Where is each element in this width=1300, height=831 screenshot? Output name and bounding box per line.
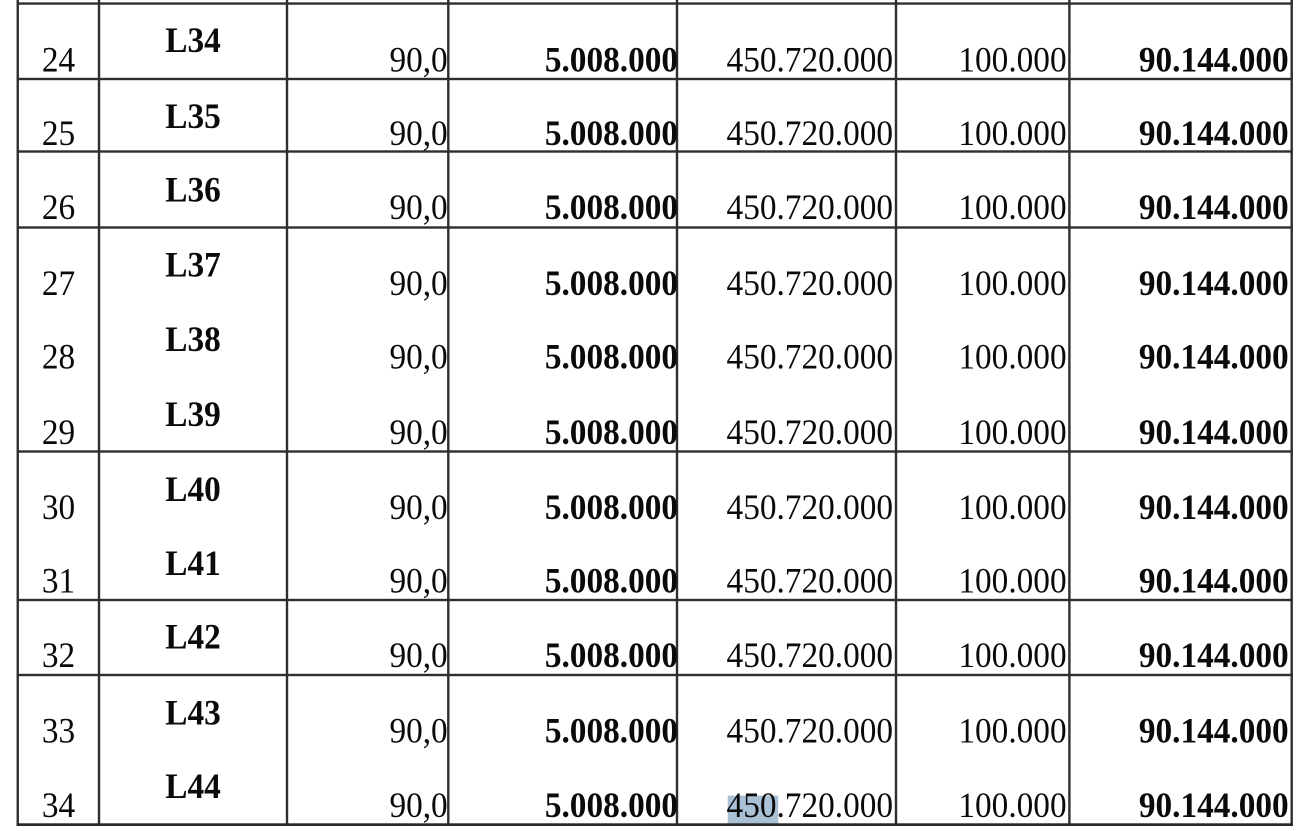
- svg-text:33: 33: [42, 711, 75, 750]
- svg-text:90.144.000: 90.144.000: [1139, 413, 1289, 452]
- svg-text:90,0: 90,0: [389, 188, 447, 227]
- svg-text:90.144.000: 90.144.000: [1139, 488, 1289, 527]
- svg-text:100.000: 100.000: [958, 188, 1066, 227]
- svg-text:5.008.000: 5.008.000: [545, 636, 678, 675]
- svg-text:90.144.000: 90.144.000: [1139, 188, 1289, 227]
- svg-text:32: 32: [42, 636, 75, 675]
- svg-text:90,0: 90,0: [389, 488, 447, 527]
- svg-text:90.144.000: 90.144.000: [1139, 40, 1289, 79]
- svg-text:5.008.000: 5.008.000: [545, 40, 678, 79]
- svg-text:L42: L42: [165, 617, 221, 656]
- svg-text:100.000: 100.000: [958, 711, 1066, 750]
- svg-text:26: 26: [42, 188, 75, 227]
- svg-text:24: 24: [42, 40, 75, 79]
- svg-text:90,0: 90,0: [389, 413, 447, 452]
- svg-text:100.000: 100.000: [958, 114, 1066, 153]
- svg-text:L38: L38: [165, 320, 221, 359]
- svg-text:450.720.000: 450.720.000: [727, 786, 893, 825]
- svg-text:5.008.000: 5.008.000: [545, 786, 678, 825]
- svg-text:34: 34: [42, 786, 75, 825]
- svg-text:90.144.000: 90.144.000: [1139, 114, 1289, 153]
- svg-text:100.000: 100.000: [958, 264, 1066, 303]
- svg-text:450.720.000: 450.720.000: [727, 413, 893, 452]
- svg-text:100.000: 100.000: [958, 337, 1066, 376]
- svg-text:450.720.000: 450.720.000: [727, 114, 893, 153]
- svg-text:L43: L43: [165, 693, 221, 732]
- svg-text:L35: L35: [165, 97, 221, 136]
- svg-text:27: 27: [42, 264, 75, 303]
- svg-text:450.720.000: 450.720.000: [727, 636, 893, 675]
- svg-text:90,0: 90,0: [389, 561, 447, 600]
- svg-text:90,0: 90,0: [389, 114, 447, 153]
- svg-text:L34: L34: [165, 21, 221, 60]
- svg-text:450.720.000: 450.720.000: [727, 561, 893, 600]
- svg-text:5.008.000: 5.008.000: [545, 413, 678, 452]
- svg-text:90.144.000: 90.144.000: [1139, 711, 1289, 750]
- svg-text:100.000: 100.000: [958, 561, 1066, 600]
- svg-text:450.720.000: 450.720.000: [727, 711, 893, 750]
- svg-text:450.720.000: 450.720.000: [727, 40, 893, 79]
- svg-text:5.008.000: 5.008.000: [545, 561, 678, 600]
- svg-text:90,0: 90,0: [389, 786, 447, 825]
- svg-text:100.000: 100.000: [958, 786, 1066, 825]
- svg-text:90,0: 90,0: [389, 264, 447, 303]
- svg-text:29: 29: [42, 413, 75, 452]
- svg-text:100.000: 100.000: [958, 488, 1066, 527]
- svg-text:5.008.000: 5.008.000: [545, 337, 678, 376]
- svg-text:90.144.000: 90.144.000: [1139, 786, 1289, 825]
- svg-text:L41: L41: [165, 544, 221, 583]
- svg-text:90.144.000: 90.144.000: [1139, 561, 1289, 600]
- svg-text:L39: L39: [165, 395, 221, 434]
- svg-text:31: 31: [42, 561, 75, 600]
- svg-text:90,0: 90,0: [389, 636, 447, 675]
- svg-text:5.008.000: 5.008.000: [545, 488, 678, 527]
- svg-text:450.720.000: 450.720.000: [727, 337, 893, 376]
- svg-text:90,0: 90,0: [389, 711, 447, 750]
- svg-text:90.144.000: 90.144.000: [1139, 264, 1289, 303]
- svg-text:28: 28: [42, 337, 75, 376]
- svg-text:L37: L37: [165, 245, 221, 284]
- svg-text:25: 25: [42, 114, 75, 153]
- svg-text:5.008.000: 5.008.000: [545, 264, 678, 303]
- svg-text:100.000: 100.000: [958, 413, 1066, 452]
- svg-text:90.144.000: 90.144.000: [1139, 337, 1289, 376]
- svg-text:100.000: 100.000: [958, 636, 1066, 675]
- svg-text:5.008.000: 5.008.000: [545, 114, 678, 153]
- svg-text:5.008.000: 5.008.000: [545, 711, 678, 750]
- svg-text:30: 30: [42, 488, 75, 527]
- svg-text:450.720.000: 450.720.000: [727, 188, 893, 227]
- svg-text:L36: L36: [165, 170, 221, 209]
- svg-text:L44: L44: [165, 767, 221, 806]
- svg-text:L40: L40: [165, 470, 221, 509]
- svg-text:90,0: 90,0: [389, 40, 447, 79]
- svg-text:450.720.000: 450.720.000: [727, 488, 893, 527]
- svg-text:100.000: 100.000: [958, 40, 1066, 79]
- svg-text:450.720.000: 450.720.000: [727, 264, 893, 303]
- svg-text:5.008.000: 5.008.000: [545, 188, 678, 227]
- svg-text:90,0: 90,0: [389, 337, 447, 376]
- svg-text:90.144.000: 90.144.000: [1139, 636, 1289, 675]
